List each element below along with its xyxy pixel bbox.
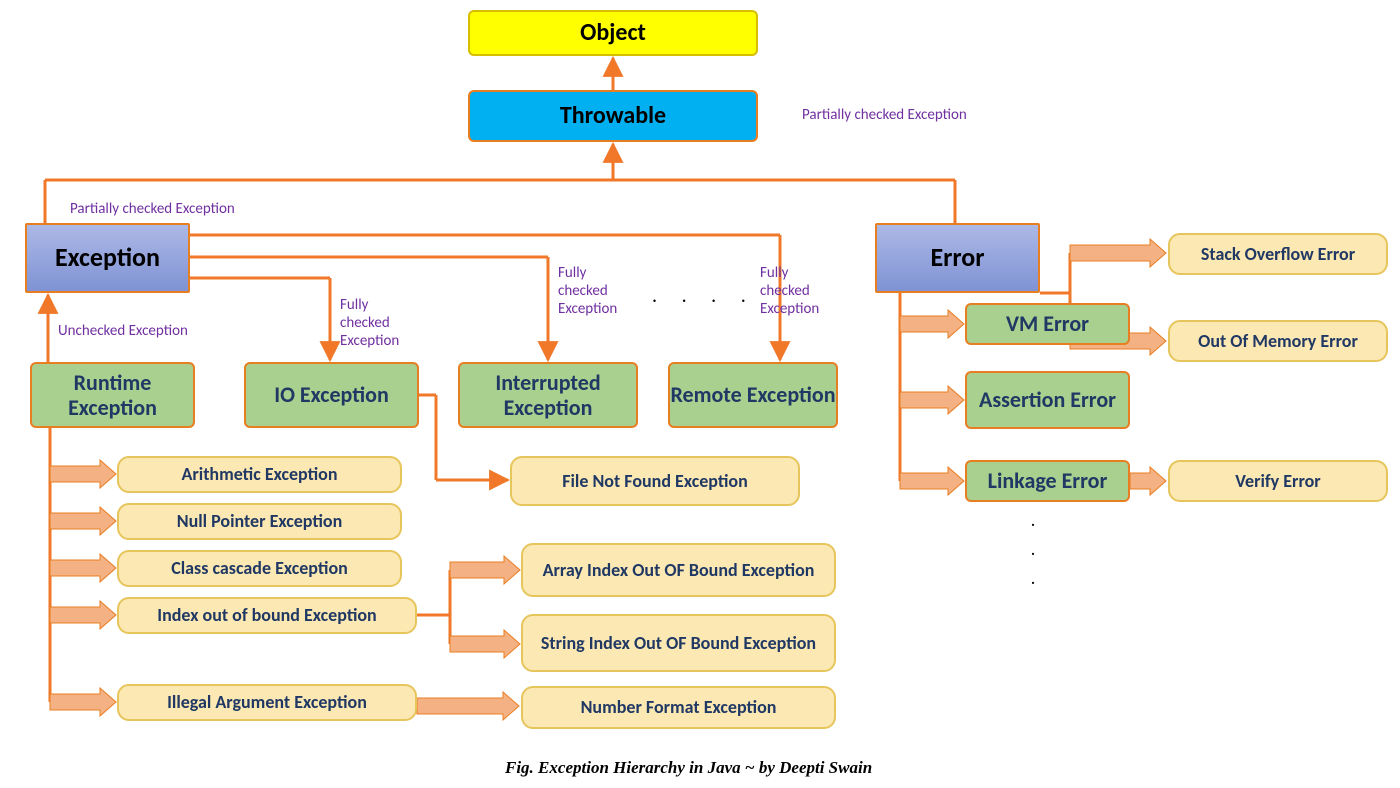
annot-runtime: Unchecked Exception bbox=[58, 322, 188, 340]
node-throwable: Throwable bbox=[468, 90, 758, 142]
node-arithmetic: Arithmetic Exception bbox=[117, 456, 402, 493]
annot-exception: Partially checked Exception bbox=[70, 200, 235, 218]
node-vmerror: VM Error bbox=[965, 303, 1130, 345]
node-arrayindex: Array Index Out OF Bound Exception bbox=[521, 543, 836, 597]
annot-interrupted: Fully checked Exception bbox=[558, 264, 638, 318]
ellipsis-exceptions: . . . . bbox=[652, 284, 756, 308]
node-error: Error bbox=[875, 223, 1040, 293]
node-remote: Remote Exception bbox=[668, 362, 838, 428]
node-verify: Verify Error bbox=[1168, 460, 1388, 502]
node-outofmemory: Out Of Memory Error bbox=[1168, 320, 1388, 362]
node-exception: Exception bbox=[25, 223, 190, 293]
node-object: Object bbox=[468, 10, 758, 56]
node-stringindex: String Index Out OF Bound Exception bbox=[521, 614, 836, 672]
node-linkage: Linkage Error bbox=[965, 460, 1130, 502]
node-illegalarg: Illegal Argument Exception bbox=[117, 684, 417, 721]
node-filenotfound: File Not Found Exception bbox=[510, 456, 800, 506]
node-assertion: Assertion Error bbox=[965, 371, 1130, 429]
node-numberformat: Number Format Exception bbox=[521, 686, 836, 729]
node-nullpointer: Null Pointer Exception bbox=[117, 503, 402, 540]
ellipsis-errors: . . . bbox=[1028, 506, 1038, 592]
node-classcascade: Class cascade Exception bbox=[117, 550, 402, 587]
node-stackoverflow: Stack Overflow Error bbox=[1168, 233, 1388, 275]
node-io: IO Exception bbox=[244, 362, 419, 428]
node-runtime: Runtime Exception bbox=[30, 362, 195, 428]
node-indexoutofbound: Index out of bound Exception bbox=[117, 597, 417, 634]
annot-throwable: Partially checked Exception bbox=[802, 106, 967, 124]
annot-io: Fully checked Exception bbox=[340, 296, 420, 350]
figure-caption: Fig. Exception Hierarchy in Java ~ by De… bbox=[505, 758, 872, 778]
node-interrupted: Interrupted Exception bbox=[458, 362, 638, 428]
annot-remote: Fully checked Exception bbox=[760, 264, 840, 318]
